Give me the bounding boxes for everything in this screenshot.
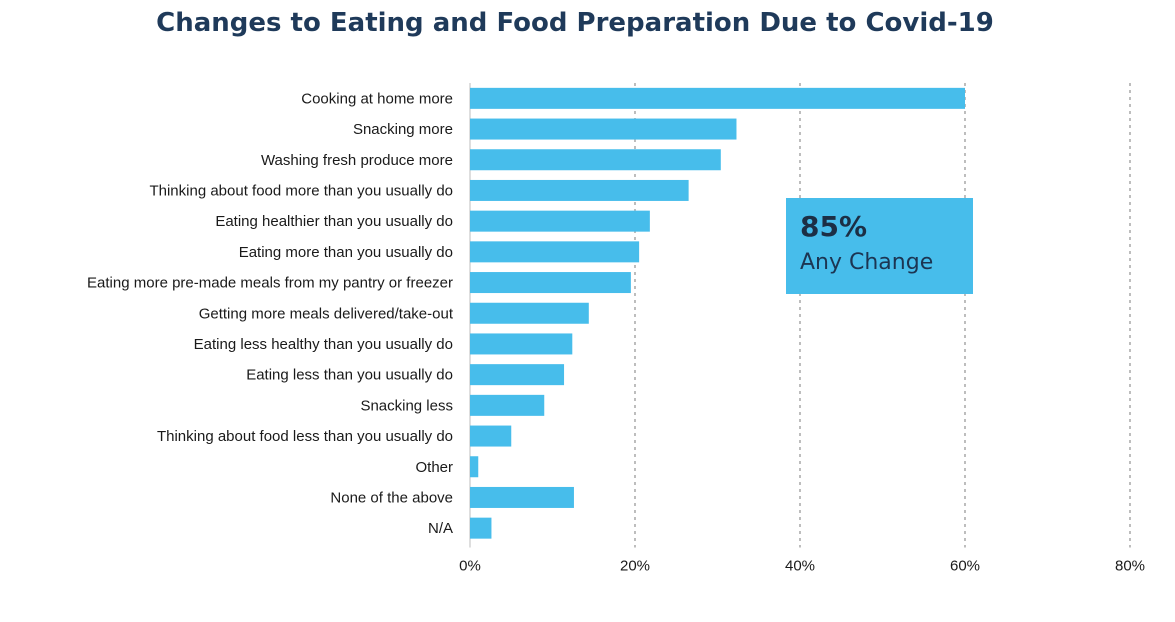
- bar: [470, 87, 965, 109]
- bar: [470, 241, 640, 263]
- category-label: Thinking about food more than you usuall…: [149, 182, 453, 199]
- any-change-callout: 85% Any Change: [786, 198, 973, 294]
- category-labels: Cooking at home more Snacking more Washing…: [87, 90, 454, 537]
- bar: [470, 364, 565, 386]
- bar: [470, 118, 737, 140]
- category-label: None of the above: [330, 489, 453, 506]
- x-tick-label: 80%: [1115, 558, 1145, 575]
- category-label: Eating healthier than you usually do: [215, 213, 453, 230]
- category-label: Eating more than you usually do: [239, 244, 453, 261]
- category-label: N/A: [428, 520, 453, 537]
- bar: [470, 486, 574, 508]
- callout-value: 85%: [800, 210, 868, 243]
- bar: [470, 425, 512, 447]
- x-tick-label: 0%: [459, 558, 481, 575]
- bar: [470, 333, 573, 355]
- category-label: Eating less than you usually do: [246, 367, 453, 384]
- chart-title: Changes to Eating and Food Preparation D…: [156, 8, 994, 38]
- bar: [470, 149, 721, 171]
- bar: [470, 302, 589, 324]
- category-label: Eating more pre-made meals from my pantr…: [87, 275, 453, 292]
- category-label: Other: [415, 459, 453, 476]
- category-label: Cooking at home more: [301, 90, 453, 107]
- bar: [470, 456, 479, 478]
- category-label: Washing fresh produce more: [261, 152, 453, 169]
- x-axis-tick-labels: 0% 20% 40% 60% 80%: [459, 558, 1145, 575]
- category-label: Getting more meals delivered/take-out: [199, 305, 454, 322]
- bar: [470, 517, 492, 539]
- bar: [470, 272, 631, 294]
- callout-label: Any Change: [800, 250, 934, 275]
- x-tick-label: 40%: [785, 558, 815, 575]
- bar: [470, 394, 545, 416]
- x-tick-label: 20%: [620, 558, 650, 575]
- bars: [470, 87, 965, 539]
- bar: [470, 179, 689, 201]
- category-label: Snacking less: [360, 397, 453, 414]
- category-label: Eating less healthy than you usually do: [194, 336, 453, 353]
- category-label: Snacking more: [353, 121, 453, 138]
- x-tick-label: 60%: [950, 558, 980, 575]
- category-label: Thinking about food less than you usuall…: [157, 428, 453, 445]
- bar: [470, 210, 650, 232]
